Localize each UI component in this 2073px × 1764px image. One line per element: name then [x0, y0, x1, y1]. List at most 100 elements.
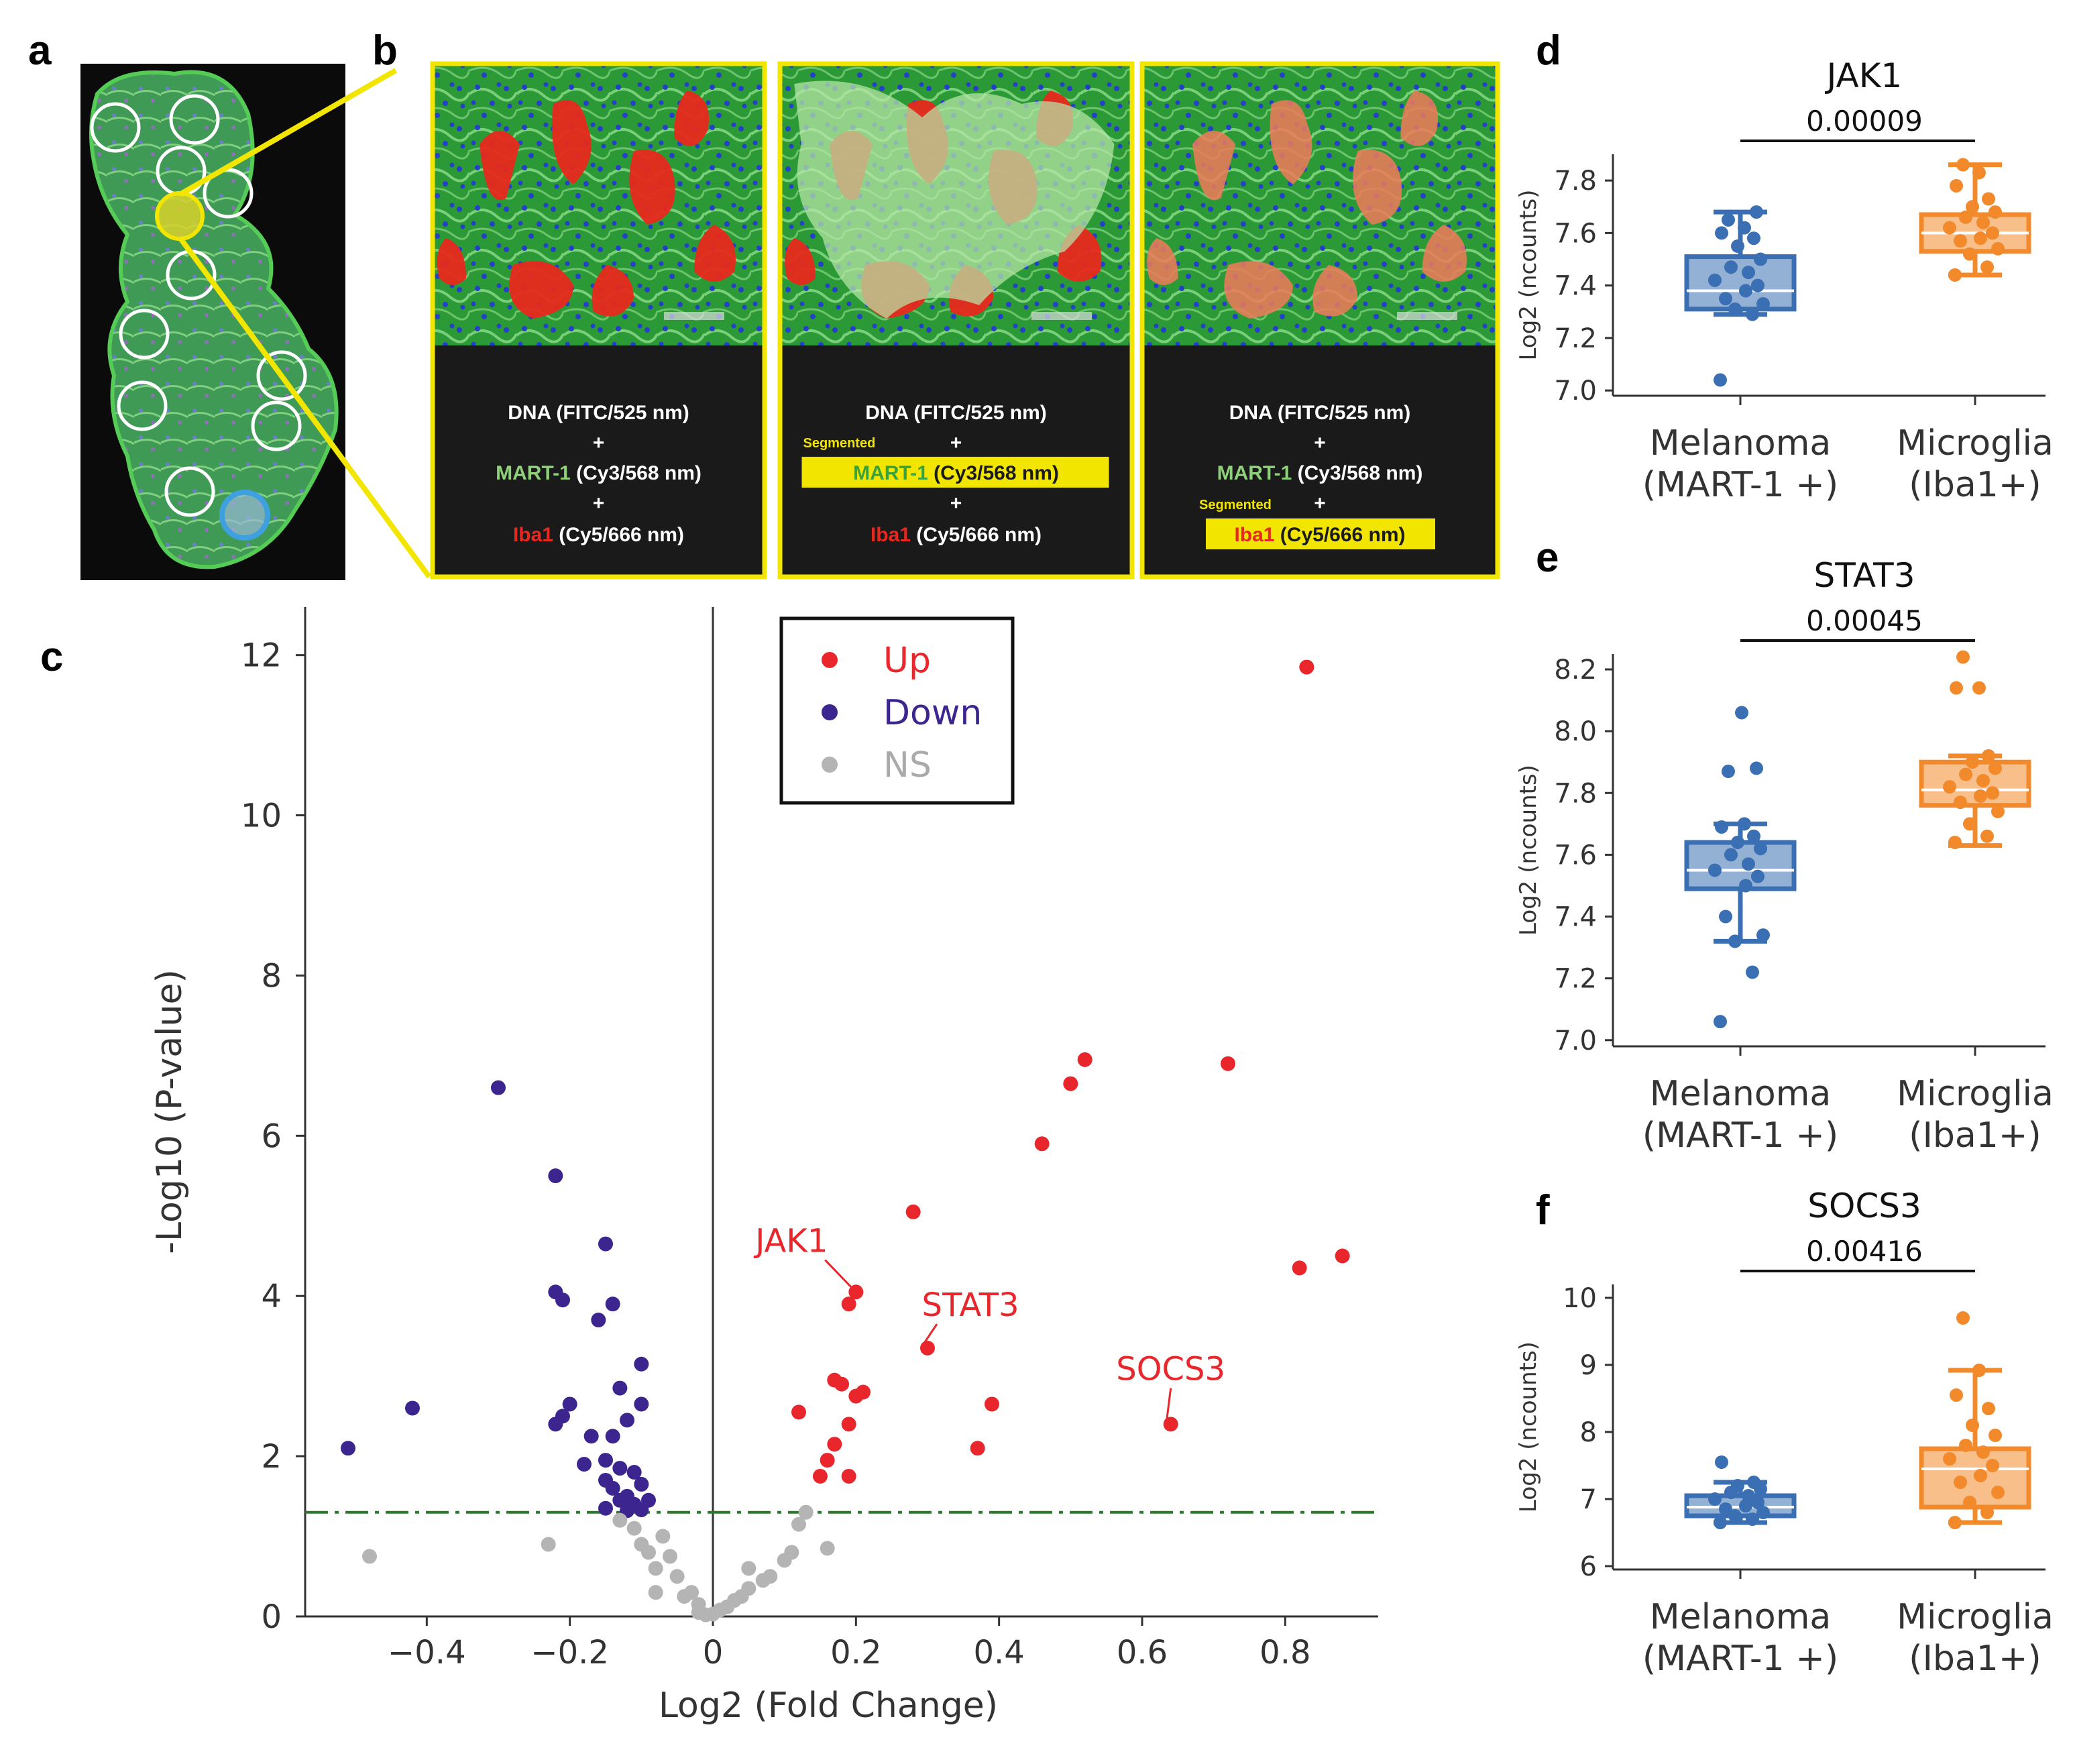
x-tick-label: 0: [703, 1634, 724, 1671]
iba1-signal: [1147, 91, 1467, 319]
x-tick-label: 0.6: [1117, 1634, 1168, 1671]
annotation-leader: [1166, 1388, 1172, 1421]
data-point-ns: [763, 1569, 778, 1584]
data-point: [1751, 869, 1764, 883]
data-point: [1986, 786, 1999, 800]
data-point: [1742, 1489, 1755, 1502]
y-tick-label: 8.0: [1554, 716, 1597, 747]
y-tick-label: 7: [1580, 1484, 1597, 1515]
data-point: [1731, 239, 1744, 253]
data-point: [1963, 247, 1976, 261]
plus-sign: +: [950, 492, 962, 514]
data-point: [1956, 158, 1970, 172]
y-tick-label: 6: [1580, 1551, 1597, 1582]
data-point: [1950, 178, 1963, 192]
iba1-cell: [629, 150, 675, 225]
group-label: (Iba1+): [1909, 1115, 2041, 1156]
dna-filter-label: (FITC/525 nm): [551, 402, 689, 424]
microscopy-tiles: DNA (FITC/525 nm) + MART-1 (Cy3/568 nm) + Ib…: [430, 61, 1500, 580]
iba1-cell: [437, 238, 466, 285]
iba1-filter-label: (Cy5/666 nm): [1274, 524, 1405, 546]
iba1-cell: [1192, 131, 1236, 201]
p-value-label: 0.00009: [1806, 105, 1923, 137]
plus-sign: +: [1314, 492, 1326, 514]
data-point: [1976, 1445, 1990, 1459]
chart-title: JAK1: [1825, 56, 1903, 95]
mart1-filter-label: (Cy3/568 nm): [1292, 462, 1422, 484]
y-tick-label: 4: [261, 1278, 282, 1315]
data-point: [1982, 1402, 1995, 1415]
y-tick-label: 10: [1563, 1283, 1597, 1314]
data-point-down: [591, 1313, 606, 1328]
chart-title: SOCS3: [1807, 1187, 1921, 1225]
socs3-boxplot: 6 7 8 9 10 Log2 (ncounts) SOCS3 0.00416 Melanoma…: [1515, 1187, 2054, 1679]
x-tick-label: 0.4: [973, 1634, 1024, 1671]
iba1-filter-label: (Cy5/666 nm): [553, 524, 684, 546]
x-tick-label: −0.2: [530, 1634, 609, 1671]
data-point: [1974, 231, 1987, 245]
data-point-down: [634, 1396, 649, 1412]
iba1-signal: [437, 91, 736, 319]
data-point: [1754, 252, 1767, 266]
data-point: [1980, 260, 1994, 274]
dna-label: DNA: [865, 402, 908, 424]
mart1-channel-label: MART-1 (Cy3/568 nm): [1217, 462, 1423, 484]
panel-letter-f: f: [1536, 1187, 1550, 1233]
iba1-cell: [1353, 150, 1402, 225]
data-point-up: [791, 1404, 806, 1420]
micrograph-tile: DNA (FITC/525 nm) + MART-1 (Cy3/568 nm) + Ib…: [430, 61, 767, 580]
data-point: [1714, 1015, 1727, 1029]
tile-frame: [430, 61, 767, 580]
y-tick-label: 7.2: [1554, 964, 1597, 995]
iba1-cell: [552, 100, 592, 184]
data-point: [1943, 780, 1956, 794]
data-point: [1966, 1419, 1979, 1432]
data-point: [1954, 1476, 1967, 1489]
annotation-leader: [922, 1323, 938, 1345]
iba1-cell: [509, 261, 573, 319]
data-point-up: [827, 1437, 842, 1452]
data-point: [1728, 934, 1742, 948]
data-point: [1750, 761, 1763, 775]
data-point-up: [1292, 1260, 1307, 1276]
mart1-label: MART-1: [1217, 462, 1292, 484]
iba1-cell: [1224, 261, 1293, 319]
data-point: [1722, 765, 1735, 779]
data-point-up: [1063, 1076, 1078, 1091]
data-point: [1708, 273, 1722, 287]
gene-annotation-jak1: JAK1: [753, 1223, 828, 1260]
legend-label: NS: [883, 745, 932, 785]
data-point: [1943, 1452, 1956, 1466]
data-point-ns: [791, 1517, 806, 1532]
data-point-down: [548, 1168, 563, 1184]
x-tick-label: −0.4: [388, 1634, 466, 1671]
p-value-label: 0.00416: [1806, 1235, 1923, 1268]
data-point: [1747, 231, 1760, 245]
box-iqr: [1684, 840, 1797, 891]
caption-background: [433, 345, 765, 577]
data-point: [1714, 1516, 1727, 1529]
data-point-ns: [648, 1561, 663, 1576]
micrograph-tile: DNA (FITC/525 nm) + Segmented MART-1 (Cy3/5…: [777, 61, 1135, 580]
volcano-plot: −0.4 −0.2 0 0.2 0.4 0.6 0.8 0 2 4 6 8 10 12 Log2 (Fold…: [150, 607, 1378, 1726]
data-point: [1715, 1455, 1728, 1469]
data-point: [1972, 681, 1986, 695]
tile-frame: [1139, 61, 1500, 580]
legend-marker: [822, 704, 838, 720]
panel-letter-e: e: [1536, 535, 1559, 581]
gene-annotation-socs3: SOCS3: [1116, 1351, 1225, 1388]
data-point-up: [834, 1376, 849, 1392]
data-point-ns: [741, 1581, 757, 1596]
data-point: [1746, 307, 1759, 321]
data-point: [1738, 817, 1751, 831]
y-tick-label: 2: [261, 1438, 282, 1476]
data-point: [1976, 215, 1990, 229]
data-point-up: [813, 1468, 828, 1484]
iba1-cell: [592, 265, 634, 317]
panel-letter-a: a: [28, 27, 52, 74]
dna-filter-label: (FITC/525 nm): [1272, 402, 1411, 424]
y-axis-title: Log2 (ncounts): [1515, 190, 1542, 361]
y-tick-label: 6: [261, 1117, 282, 1155]
segmented-region: [794, 80, 1115, 319]
data-point: [1986, 226, 1999, 240]
